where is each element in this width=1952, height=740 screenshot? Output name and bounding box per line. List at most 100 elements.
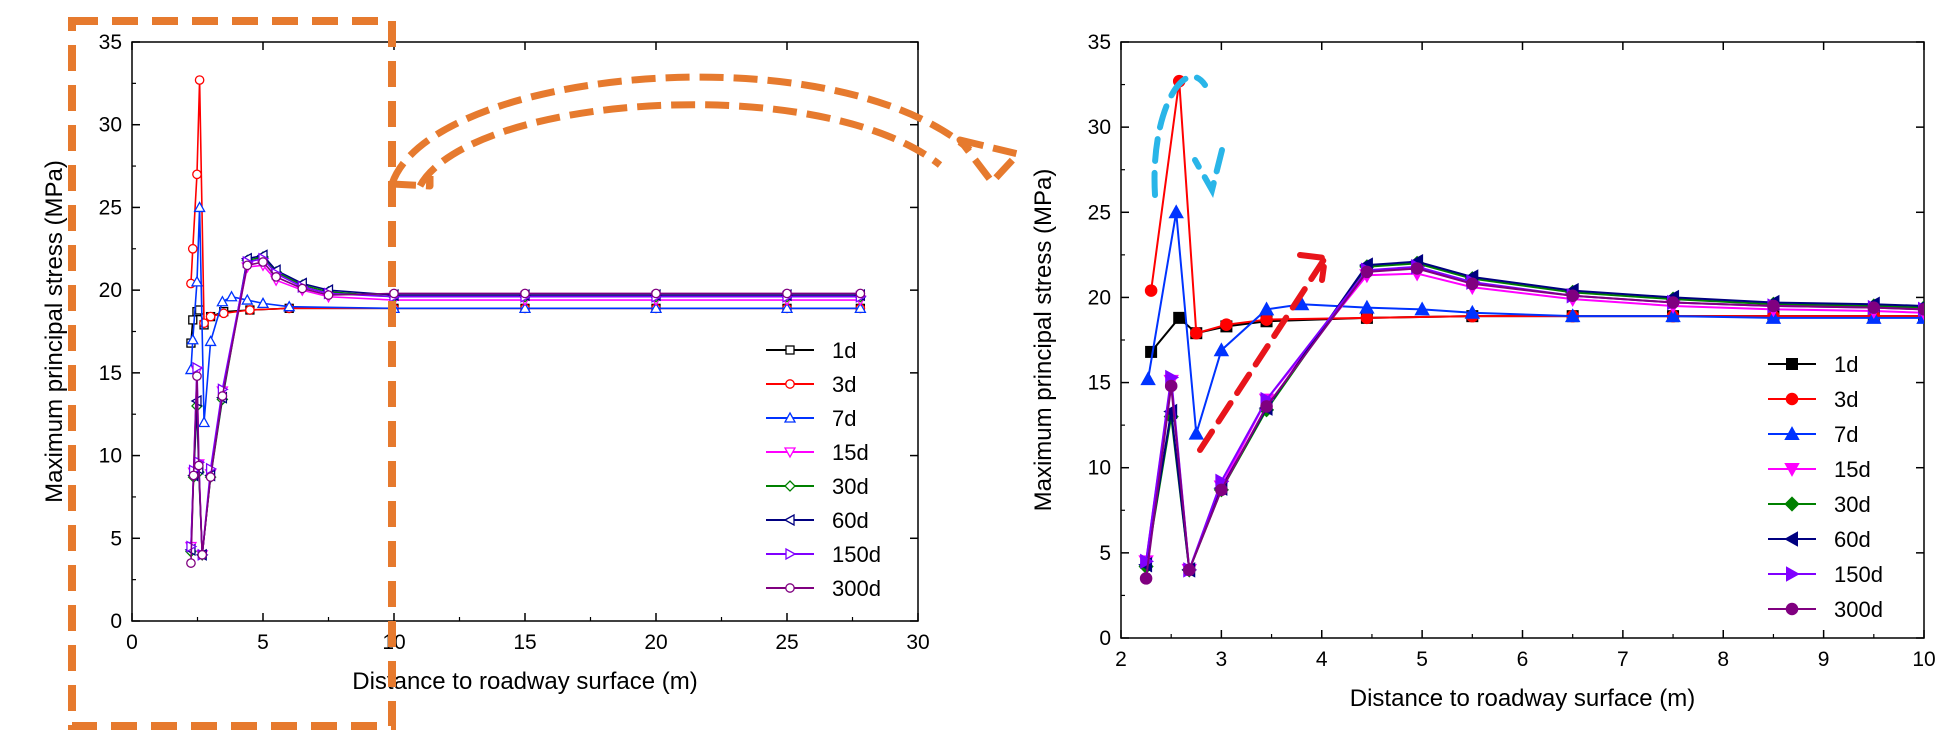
legend-label-3d: 3d — [832, 372, 856, 397]
legend-label-15d: 15d — [1834, 457, 1871, 482]
plot-frame — [1121, 42, 1924, 638]
data-point-7d — [1141, 372, 1155, 384]
legend-marker-1d — [1787, 359, 1798, 370]
data-point-3d — [195, 76, 203, 84]
data-point-7d — [1169, 205, 1183, 217]
x-tick-label: 15 — [513, 631, 536, 654]
data-point-300d — [195, 461, 203, 469]
cyan-arrow-head — [1195, 150, 1222, 190]
x-tick-label: 10 — [1912, 648, 1935, 671]
x-tick-label: 6 — [1517, 648, 1529, 671]
data-point-300d — [390, 289, 398, 297]
data-point-300d — [1361, 266, 1373, 278]
data-point-3d — [1361, 312, 1373, 324]
y-tick-label: 20 — [1088, 286, 1111, 309]
y-tick-label: 10 — [99, 445, 122, 468]
y-tick-label: 15 — [99, 362, 122, 385]
legend-label-60d: 60d — [1834, 527, 1871, 552]
legend-label-30d: 30d — [832, 474, 869, 499]
y-tick-label: 25 — [1088, 201, 1111, 224]
y-tick-label: 0 — [110, 610, 122, 633]
x-axis-label: Distance to roadway surface (m) — [352, 668, 697, 695]
legend-marker-30d — [1785, 497, 1799, 511]
data-point-7d — [206, 336, 216, 345]
data-point-300d — [1140, 573, 1152, 585]
data-point-300d — [652, 289, 660, 297]
data-point-300d — [1183, 564, 1195, 576]
y-axis-label: Maximum principal stress (MPa) — [1030, 169, 1057, 512]
y-tick-label: 25 — [99, 196, 122, 219]
curved-transfer-arrow — [392, 77, 1018, 186]
legend-label-15d: 15d — [832, 440, 869, 465]
data-point-300d — [324, 291, 332, 299]
data-point-300d — [218, 392, 226, 400]
legend-label-60d: 60d — [832, 508, 869, 533]
x-tick-label: 9 — [1818, 648, 1830, 671]
y-tick-label: 5 — [110, 527, 122, 550]
series-line-7d — [191, 207, 860, 422]
data-point-3d — [1191, 327, 1203, 339]
data-point-3d — [189, 245, 197, 253]
data-point-300d — [856, 289, 864, 297]
data-point-300d — [198, 551, 206, 559]
y-tick-label: 10 — [1088, 457, 1111, 480]
legend-label-150d: 150d — [1834, 562, 1883, 587]
legend-marker-3d — [786, 380, 794, 388]
data-point-1d — [189, 316, 197, 324]
curved-arrow-head-outline — [960, 140, 1018, 182]
data-point-300d — [521, 289, 529, 297]
data-point-300d — [243, 261, 251, 269]
legend-marker-300d — [786, 584, 794, 592]
x-tick-label: 25 — [775, 631, 798, 654]
series-line-60d — [1146, 262, 1924, 570]
y-tick-label: 20 — [99, 279, 122, 302]
data-point-300d — [187, 559, 195, 567]
data-point-300d — [1411, 263, 1423, 275]
data-point-300d — [259, 258, 267, 266]
y-axis-label: Maximum principal stress (MPa) — [41, 160, 68, 503]
plot-area — [186, 76, 865, 567]
legend-label-7d: 7d — [1834, 422, 1858, 447]
data-point-7d — [199, 417, 209, 426]
legend-label-150d: 150d — [832, 542, 881, 567]
legend-marker-3d — [1786, 393, 1798, 405]
data-point-7d — [227, 292, 237, 301]
data-point-3d — [246, 306, 254, 314]
x-tick-label: 20 — [644, 631, 667, 654]
data-point-3d — [1261, 314, 1273, 326]
x-tick-label: 3 — [1216, 648, 1228, 671]
x-tick-label: 30 — [906, 631, 929, 654]
legend: 1d 3d 7d 15d 30d 60d 150d 300d — [766, 338, 881, 601]
y-tick-label: 0 — [1099, 627, 1111, 650]
y-tick-label: 30 — [99, 114, 122, 137]
data-point-3d — [206, 312, 214, 320]
data-point-3d — [1145, 285, 1157, 297]
data-point-300d — [1261, 401, 1273, 413]
data-point-3d — [220, 309, 228, 317]
legend-label-30d: 30d — [1834, 492, 1871, 517]
data-point-3d — [200, 319, 208, 327]
data-point-3d — [193, 170, 201, 178]
legend-label-7d: 7d — [832, 406, 856, 431]
cyan-dashed-arrow — [1155, 77, 1222, 195]
data-point-300d — [189, 471, 197, 479]
y-tick-label: 35 — [1088, 31, 1111, 54]
x-tick-label: 0 — [126, 631, 138, 654]
data-point-300d — [1918, 304, 1930, 316]
legend-label-3d: 3d — [1834, 387, 1858, 412]
legend-marker-60d — [785, 515, 794, 525]
data-point-300d — [1467, 278, 1479, 290]
y-tick-label: 30 — [1088, 116, 1111, 139]
data-point-1d — [1174, 312, 1185, 323]
data-point-300d — [272, 273, 280, 281]
x-tick-label: 5 — [257, 631, 269, 654]
series-line-1d — [191, 308, 860, 343]
legend-label-1d: 1d — [832, 338, 856, 363]
legend-label-1d: 1d — [1834, 352, 1858, 377]
legend-marker-150d — [1787, 567, 1799, 581]
x-tick-label: 5 — [1416, 648, 1428, 671]
figure: 0 5 10 15 20 25 3005101520253035Distance to ro… — [0, 0, 1952, 740]
plot-area — [1139, 75, 1931, 584]
data-point-300d — [193, 372, 201, 380]
